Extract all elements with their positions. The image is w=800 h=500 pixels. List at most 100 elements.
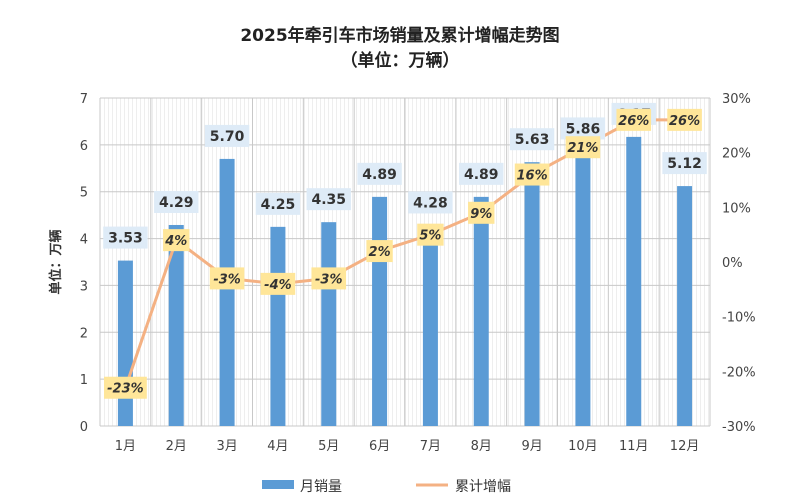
line-label-box [260, 272, 296, 295]
bar-label-box [357, 162, 402, 185]
left-tick-label: 5 [80, 186, 88, 201]
x-tick-label: 8月 [471, 439, 492, 454]
line-value-label: 26% [618, 114, 649, 129]
line-label-box [667, 108, 702, 131]
left-tick-label: 6 [80, 139, 88, 154]
bar [473, 196, 489, 426]
bar-value-label: 4.25 [261, 197, 296, 213]
right-tick-label: 30% [722, 92, 751, 107]
right-tick-label: -20% [722, 365, 756, 380]
bar-series [117, 136, 693, 427]
bar-value-label: 5.12 [667, 156, 702, 172]
right-tick-label: 0% [722, 256, 743, 271]
line-label-box [366, 240, 393, 263]
data-labels: 3.53 4.29 5.70 4.25 4.35 4.89 4.28 4.89 5.63 5.86… [103, 102, 707, 399]
bar [677, 186, 693, 426]
line-label-box [468, 201, 495, 224]
bar-value-label: 3.53 [108, 231, 143, 247]
line-label-box [311, 267, 347, 290]
x-tick-label: 4月 [267, 439, 288, 454]
line-value-label: -3% [213, 272, 240, 287]
left-axis-ticks: 0 1 2 3 4 5 6 7 [80, 92, 88, 435]
line-value-label: 21% [567, 141, 598, 156]
bar [524, 162, 540, 427]
bar-value-label: 5.70 [210, 129, 245, 145]
left-tick-label: 4 [80, 233, 88, 248]
legend-bar-label: 月销量 [300, 479, 342, 495]
right-tick-label: -30% [722, 420, 756, 435]
line-value-label: 2% [369, 245, 391, 260]
line-value-label: 4% [164, 234, 187, 249]
line-value-label: 5% [419, 229, 441, 244]
legend-bar-swatch [262, 480, 294, 489]
x-tick-label: 11月 [619, 439, 649, 454]
bar [219, 158, 235, 426]
right-tick-label: 20% [722, 147, 751, 162]
bar-value-label: 5.63 [515, 132, 550, 148]
left-tick-label: 2 [80, 326, 88, 341]
left-tick-label: 0 [80, 420, 88, 435]
gridlines [99, 97, 711, 427]
bar [168, 224, 184, 426]
line-value-label: -3% [315, 272, 342, 287]
line-label-box [209, 267, 245, 290]
left-tick-label: 3 [80, 279, 88, 294]
right-tick-label: -10% [722, 311, 756, 326]
line-label-box [163, 229, 190, 252]
line-value-label: 16% [517, 169, 548, 184]
bar-label-box [306, 188, 351, 211]
bar [626, 136, 642, 427]
y-axis-label: 单位：万辆 [48, 229, 64, 294]
bar-label-box [662, 152, 707, 175]
bar-label-box [560, 117, 606, 140]
x-tick-label: 9月 [521, 439, 542, 454]
line-value-label: -23% [107, 382, 144, 397]
bar-label-box [154, 190, 199, 213]
bar-label-box [408, 191, 453, 214]
left-tick-label: 1 [80, 373, 88, 388]
x-tick-label: 5月 [318, 439, 339, 454]
bar-label-box [509, 128, 555, 151]
x-tick-label: 2月 [166, 439, 187, 454]
bar-value-label: 4.89 [464, 167, 499, 183]
x-tick-label: 7月 [420, 439, 441, 454]
bar-value-label: 4.89 [362, 167, 397, 183]
left-tick-label: 7 [80, 92, 88, 107]
bar [575, 151, 591, 426]
chart-title: 2025年牵引车市场销量及累计增幅走势图 [240, 25, 559, 46]
bar [422, 225, 438, 426]
bar [117, 260, 133, 426]
x-tick-label: 6月 [369, 439, 390, 454]
legend-line-label: 累计增幅 [455, 479, 511, 495]
line-label-box [104, 376, 147, 399]
line-label-box [514, 163, 550, 186]
line-label-box [616, 108, 652, 131]
line-value-label: -4% [264, 278, 291, 293]
legend: 月销量 累计增幅 [262, 479, 511, 495]
x-tick-label: 1月 [115, 439, 136, 454]
right-axis-ticks: -30% -20% -10% 0% 10% 20% 30% [722, 92, 756, 435]
x-axis-ticks: 1月 2月 3月 4月 5月 6月 7月 8月 9月 10月 11月 12月 [115, 439, 700, 454]
line-value-label: 9% [470, 207, 492, 222]
line-label-box [417, 223, 444, 246]
bar-value-label: 4.35 [311, 192, 346, 208]
bar-label-box [459, 162, 504, 185]
x-tick-label: 12月 [670, 439, 700, 454]
chart-subtitle: （单位：万辆） [341, 50, 460, 71]
right-tick-label: 10% [722, 201, 751, 216]
bar-value-label: 4.29 [159, 195, 194, 211]
bar [372, 196, 388, 426]
line-label-box [565, 136, 601, 159]
bar-value-label: 5.86 [566, 121, 601, 137]
bar [270, 226, 286, 426]
bar [321, 222, 337, 426]
bar-label-box [204, 124, 250, 147]
line-value-label: 26% [669, 114, 700, 129]
x-tick-label: 10月 [568, 439, 598, 454]
bar-label-box [103, 226, 148, 249]
x-tick-label: 3月 [216, 439, 237, 454]
bar-value-label: 4.28 [413, 195, 448, 211]
bar-label-box [255, 192, 301, 215]
